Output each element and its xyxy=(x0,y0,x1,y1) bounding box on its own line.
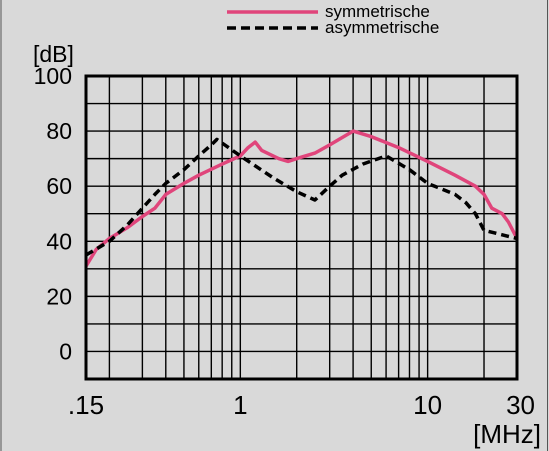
x-tick-label: 1 xyxy=(233,390,247,420)
tick-label-layer: 0 20 40 60 80 100 .15 1 10 30 xyxy=(34,63,535,420)
plot-frame xyxy=(84,74,519,381)
x-tick-label: .15 xyxy=(68,390,104,420)
x-tick-label: 30 xyxy=(506,390,535,420)
series-line-asymmetrische xyxy=(85,137,518,257)
x-axis-label: [MHz] xyxy=(473,419,541,449)
y-tick-label: 100 xyxy=(34,63,72,89)
grid-layer xyxy=(86,76,517,379)
x-tick-label: 10 xyxy=(413,390,442,420)
y-tick-label: 0 xyxy=(59,338,72,364)
series-line-symmetrische xyxy=(84,129,519,268)
y-axis-label: [dB] xyxy=(33,41,74,67)
y-tick-label: 80 xyxy=(46,118,72,144)
y-tick-label: 20 xyxy=(46,283,72,309)
legend-label-asymmetrische: asymmetrische xyxy=(325,18,439,37)
y-tick-label: 60 xyxy=(46,173,72,199)
legend-label-symmetrische: symmetrische xyxy=(325,2,430,21)
y-tick-label: 40 xyxy=(46,228,72,254)
series-layer xyxy=(84,129,519,268)
